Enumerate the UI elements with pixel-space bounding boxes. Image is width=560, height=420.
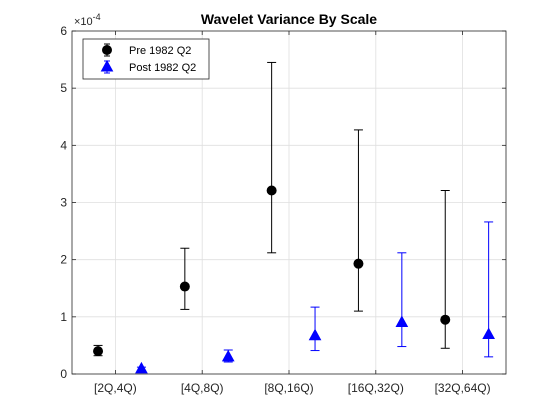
x-tick-label: [2Q,4Q) xyxy=(94,381,137,395)
legend-item: Pre 1982 Q2 xyxy=(102,43,191,57)
data-point-circle xyxy=(266,185,277,196)
x-tick-label: [4Q,8Q) xyxy=(181,381,224,395)
error-bar xyxy=(397,252,407,348)
error-bar xyxy=(267,61,277,254)
x-tick-label: [16Q,32Q) xyxy=(348,381,404,395)
data-point-triangle xyxy=(221,349,235,362)
y-tick-label: 0 xyxy=(60,367,67,381)
series-2 xyxy=(135,221,495,374)
series-1 xyxy=(93,61,451,357)
axis-ticks xyxy=(72,30,506,375)
y-tick-label: 3 xyxy=(60,196,67,210)
data-point-circle xyxy=(440,314,451,325)
legend-label: Pre 1982 Q2 xyxy=(129,45,191,57)
chart-title: Wavelet Variance By Scale xyxy=(201,11,377,27)
y-tick-label: 5 xyxy=(60,81,67,95)
x-tick-labels: [2Q,4Q) [4Q,8Q) [8Q,16Q) [16Q,32Q) [32Q,64Q) xyxy=(94,381,491,395)
data-point-triangle xyxy=(395,315,409,328)
y-tick-labels: 0 1 2 3 4 5 6 xyxy=(60,24,67,381)
y-tick-label: 4 xyxy=(60,138,67,152)
data-point-triangle xyxy=(308,328,322,341)
legend-marker-triangle xyxy=(100,59,114,72)
grid-lines xyxy=(72,31,506,374)
plot-area xyxy=(71,30,507,375)
y-tick-label: 2 xyxy=(60,253,67,267)
legend-item: Post 1982 Q2 xyxy=(100,59,196,74)
data-point-circle xyxy=(179,281,190,292)
legend-marker-circle xyxy=(102,45,112,55)
data-point-circle xyxy=(353,258,364,269)
y-axis-exponent-base: ×10 xyxy=(74,16,93,28)
legend-box xyxy=(82,38,210,80)
data-series xyxy=(93,61,495,374)
data-point-circle xyxy=(93,346,104,357)
y-axis-exponent-power: -4 xyxy=(93,12,101,22)
legend: Pre 1982 Q2 Post 1982 Q2 xyxy=(82,38,210,80)
error-bar xyxy=(180,247,190,310)
x-tick-label: [32Q,64Q) xyxy=(435,381,491,395)
x-tick-label: [8Q,16Q) xyxy=(264,381,313,395)
y-tick-label: 1 xyxy=(60,310,67,324)
data-point-triangle xyxy=(482,327,495,340)
y-tick-label: 6 xyxy=(60,24,67,38)
legend-label: Post 1982 Q2 xyxy=(129,62,196,74)
y-axis-exponent: ×10-4 xyxy=(74,12,101,28)
error-bar xyxy=(353,129,363,312)
data-point-triangle xyxy=(135,361,148,374)
